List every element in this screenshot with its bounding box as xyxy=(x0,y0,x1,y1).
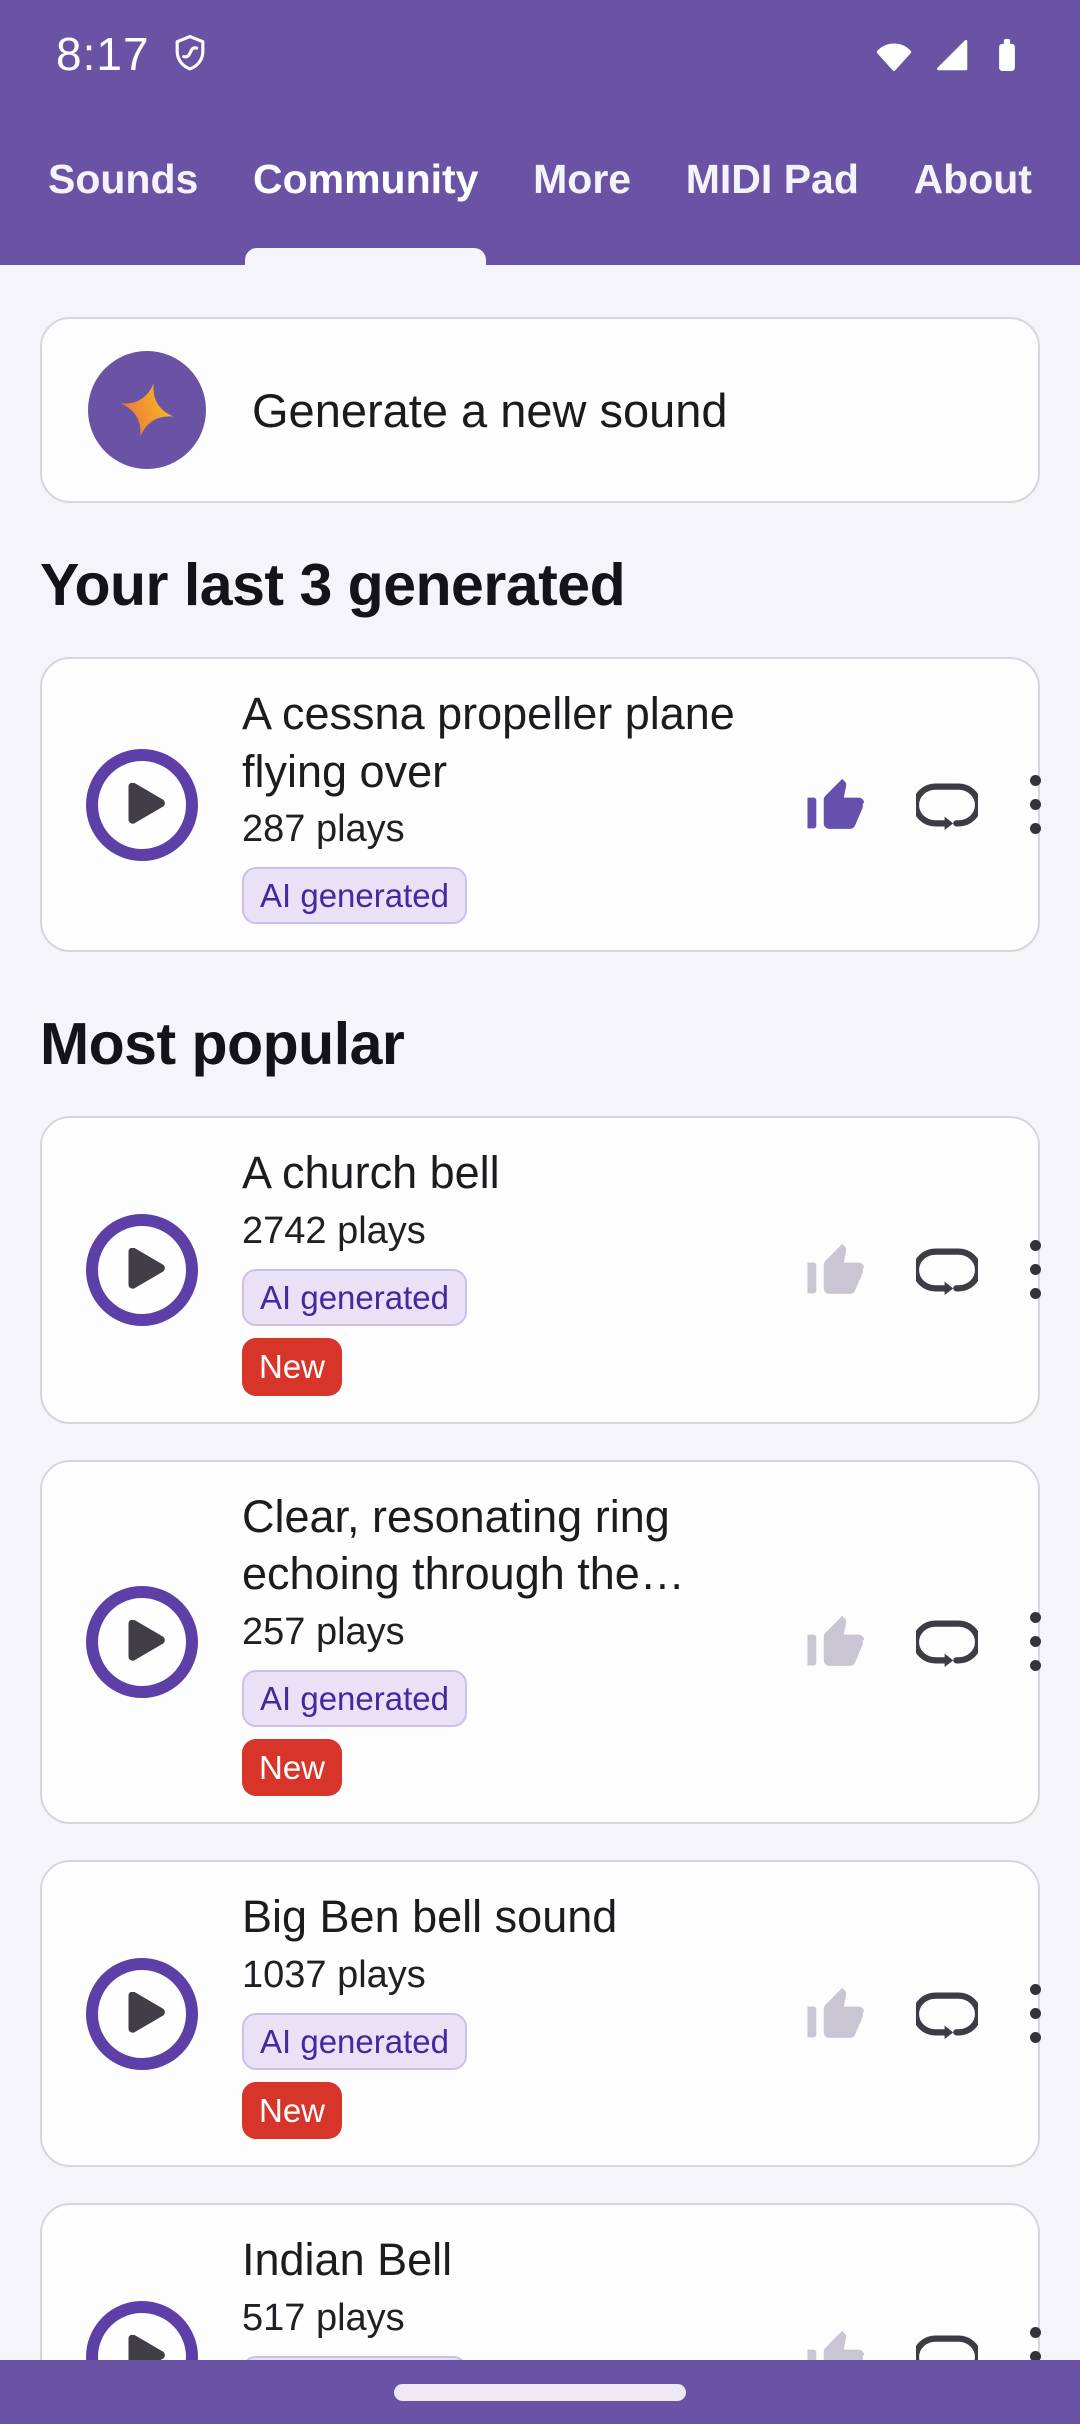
tab-sounds[interactable]: Sounds xyxy=(48,94,198,265)
loop-button[interactable] xyxy=(916,1244,978,1296)
tab-about-label: About xyxy=(913,156,1032,202)
more-options-button[interactable] xyxy=(1026,1236,1045,1303)
sound-title: Clear, resonating ring echoing through t… xyxy=(242,1490,685,1600)
sound-info: A church bell 2742 plays AI generated Ne… xyxy=(242,1144,758,1396)
tab-midi-pad-label: MIDI Pad xyxy=(685,156,859,202)
sound-plays: 2742 plays xyxy=(242,1210,426,1253)
sound-plays: 257 plays xyxy=(242,1610,405,1653)
sound-card: Clear, resonating ring echoing through t… xyxy=(40,1459,1041,1825)
like-button[interactable] xyxy=(802,772,868,838)
tab-midi-pad[interactable]: MIDI Pad xyxy=(686,94,859,265)
app-header: 8:17 Sounds xyxy=(0,0,1080,265)
battery-icon xyxy=(999,38,1015,71)
tab-about[interactable]: About xyxy=(914,94,1032,265)
community-content: Generate a new sound Your last 3 generat… xyxy=(0,317,1080,2424)
loop-button[interactable] xyxy=(916,1616,978,1668)
new-badge: New xyxy=(242,1738,343,1797)
card-actions xyxy=(802,1236,1045,1303)
generate-sound-label: Generate a new sound xyxy=(252,383,728,437)
sound-title: A cessna propeller plane flying over xyxy=(242,688,735,797)
card-actions xyxy=(802,771,1045,838)
sound-plays: 287 plays xyxy=(242,808,405,851)
ai-generated-badge: AI generated xyxy=(242,1669,467,1727)
card-actions xyxy=(802,1980,1045,2047)
system-navigation-bar xyxy=(0,2360,1080,2424)
tab-more-label: More xyxy=(533,156,632,202)
more-options-button[interactable] xyxy=(1026,1608,1045,1675)
section-title-recent: Your last 3 generated xyxy=(40,552,626,618)
sound-info: A cessna propeller plane flying over 287… xyxy=(242,685,758,925)
sound-info: Big Ben bell sound 1037 plays AI generat… xyxy=(242,1888,758,2140)
top-tab-bar: Sounds Community More MIDI Pad About xyxy=(0,94,1080,265)
tab-community-label: Community xyxy=(252,156,479,202)
new-badge: New xyxy=(242,2082,343,2140)
sparkle-icon xyxy=(88,351,206,469)
sound-title: Indian Bell xyxy=(242,2234,453,2286)
card-actions xyxy=(802,1608,1045,1675)
more-options-button[interactable] xyxy=(1026,1980,1045,2047)
sound-card: Big Ben bell sound 1037 plays AI generat… xyxy=(40,1860,1041,2168)
status-time: 8:17 xyxy=(56,28,150,80)
shield-icon xyxy=(168,30,212,78)
play-button[interactable] xyxy=(86,1213,198,1326)
loop-button[interactable] xyxy=(916,1988,978,2040)
like-button[interactable] xyxy=(802,1981,868,2047)
new-badge: New xyxy=(242,1338,343,1396)
play-button[interactable] xyxy=(86,748,198,861)
ai-generated-badge: AI generated xyxy=(242,1269,467,1327)
sound-card: A church bell 2742 plays AI generated Ne… xyxy=(40,1116,1041,1424)
section-title-popular: Most popular xyxy=(40,1011,405,1078)
sound-plays: 1037 plays xyxy=(242,1953,426,1996)
wifi-icon xyxy=(876,43,912,72)
cellular-icon xyxy=(937,40,968,71)
loop-button[interactable] xyxy=(916,779,978,831)
sound-info: Clear, resonating ring echoing through t… xyxy=(242,1488,758,1797)
sound-title: A church bell xyxy=(242,1147,500,1199)
sound-title: Big Ben bell sound xyxy=(242,1891,618,1943)
ai-generated-badge: AI generated xyxy=(242,867,467,925)
more-options-button[interactable] xyxy=(1026,771,1045,838)
status-right-icons xyxy=(872,31,1028,77)
home-indicator[interactable] xyxy=(394,2383,686,2401)
sound-card: A cessna propeller plane flying over 287… xyxy=(40,657,1041,953)
like-button[interactable] xyxy=(802,1609,868,1675)
status-bar: 8:17 xyxy=(0,0,1080,94)
sound-plays: 517 plays xyxy=(242,2296,405,2339)
tab-more[interactable]: More xyxy=(533,94,631,265)
like-button[interactable] xyxy=(802,1237,868,1303)
play-button[interactable] xyxy=(86,1585,198,1698)
ai-generated-badge: AI generated xyxy=(242,2012,467,2071)
generate-sound-button[interactable]: Generate a new sound xyxy=(40,317,1040,503)
tab-sounds-label: Sounds xyxy=(48,156,199,202)
play-button[interactable] xyxy=(86,1957,198,2070)
tab-community[interactable]: Community xyxy=(245,94,486,265)
